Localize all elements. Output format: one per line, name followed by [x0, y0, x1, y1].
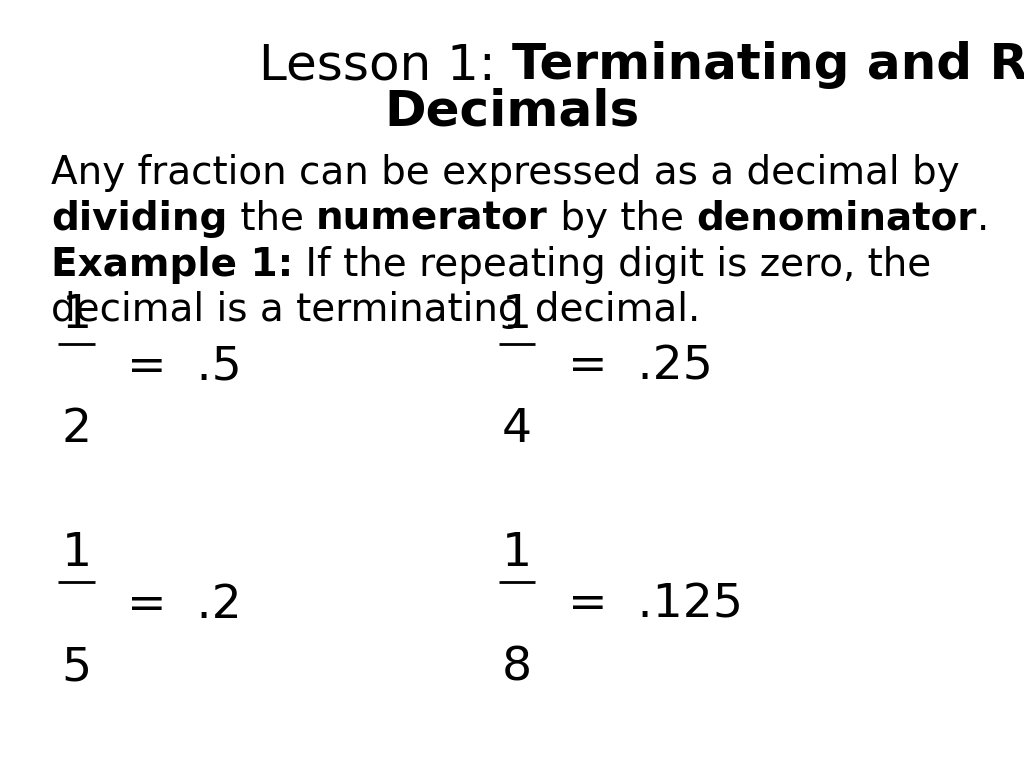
Text: 8: 8 — [502, 645, 531, 690]
Text: Terminating and Repeating: Terminating and Repeating — [512, 41, 1024, 89]
Text: dividing: dividing — [51, 200, 227, 238]
Text: 1: 1 — [502, 293, 531, 338]
Text: 1: 1 — [61, 531, 91, 576]
Text: numerator: numerator — [316, 200, 548, 238]
Text: 2: 2 — [61, 407, 91, 452]
Text: =  .5: = .5 — [127, 345, 242, 389]
Text: decimal is a terminating decimal.: decimal is a terminating decimal. — [51, 290, 700, 329]
Text: =  .125: = .125 — [567, 583, 742, 627]
Text: If the repeating digit is zero, the: If the repeating digit is zero, the — [294, 246, 932, 284]
Text: 1: 1 — [502, 531, 531, 576]
Text: by the: by the — [548, 200, 696, 238]
Text: Decimals: Decimals — [384, 88, 640, 135]
Text: 4: 4 — [502, 407, 531, 452]
Text: .: . — [977, 200, 989, 238]
Text: Any fraction can be expressed as a decimal by: Any fraction can be expressed as a decim… — [51, 154, 959, 192]
Text: 5: 5 — [61, 645, 91, 690]
Text: denominator: denominator — [696, 200, 977, 238]
Text: Example 1:: Example 1: — [51, 246, 294, 284]
Text: Lesson 1:: Lesson 1: — [259, 41, 512, 89]
Text: =  .2: = .2 — [127, 583, 242, 627]
Text: =  .25: = .25 — [567, 345, 713, 389]
Text: the: the — [227, 200, 316, 238]
Text: 1: 1 — [61, 293, 91, 338]
